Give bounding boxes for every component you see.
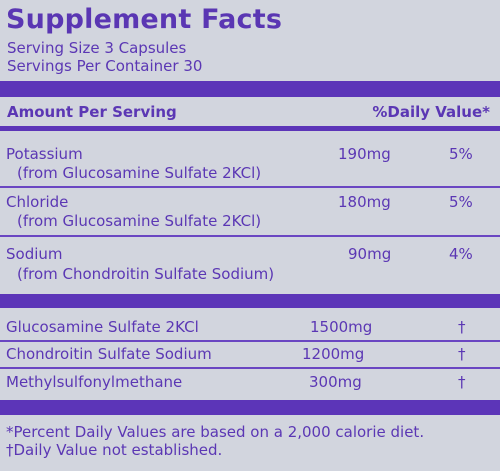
ingredient-name-msm: Methylsulfonylmethane	[6, 373, 183, 391]
serving-size: Serving Size 3 Capsules	[7, 39, 187, 57]
thick-divider-bottom	[0, 400, 500, 415]
panel-title: Supplement Facts	[6, 4, 283, 35]
mineral-name-sodium: Sodium	[6, 245, 63, 263]
mineral-source-potassium: (from Glucosamine Sulfate 2KCl)	[17, 164, 262, 182]
row-divider	[0, 367, 500, 369]
mineral-amount-sodium: 90mg	[348, 245, 392, 263]
ingredient-dv-chondroitin: †	[458, 345, 466, 363]
thick-divider-middle	[0, 294, 500, 308]
mineral-dv-chloride: 5%	[449, 193, 473, 211]
mineral-amount-potassium: 190mg	[338, 145, 391, 163]
servings-per-container: Servings Per Container 30	[7, 57, 203, 75]
row-divider	[0, 340, 500, 342]
row-divider	[0, 186, 500, 188]
thick-divider-top	[0, 81, 500, 97]
mineral-source-sodium: (from Chondroitin Sulfate Sodium)	[17, 265, 275, 283]
header-amount-per-serving: Amount Per Serving	[7, 103, 177, 121]
mineral-name-potassium: Potassium	[6, 145, 83, 163]
medium-divider	[0, 126, 500, 131]
ingredient-dv-glucosamine: †	[458, 318, 466, 336]
mineral-dv-sodium: 4%	[449, 245, 473, 263]
ingredient-name-glucosamine: Glucosamine Sulfate 2KCl	[6, 318, 199, 336]
ingredient-amount-msm: 300mg	[309, 373, 362, 391]
ingredient-dv-msm: †	[458, 373, 466, 391]
header-daily-value: %Daily Value*	[372, 103, 490, 121]
mineral-amount-chloride: 180mg	[338, 193, 391, 211]
ingredient-amount-glucosamine: 1500mg	[310, 318, 373, 336]
footnote-not-established: †Daily Value not established.	[6, 441, 223, 459]
footnote-daily-values: *Percent Daily Values are based on a 2,0…	[6, 423, 425, 441]
ingredient-name-chondroitin: Chondroitin Sulfate Sodium	[6, 345, 212, 363]
mineral-source-chloride: (from Glucosamine Sulfate 2KCl)	[17, 212, 262, 230]
mineral-dv-potassium: 5%	[449, 145, 473, 163]
mineral-name-chloride: Chloride	[6, 193, 69, 211]
ingredient-amount-chondroitin: 1200mg	[302, 345, 365, 363]
row-divider	[0, 235, 500, 237]
